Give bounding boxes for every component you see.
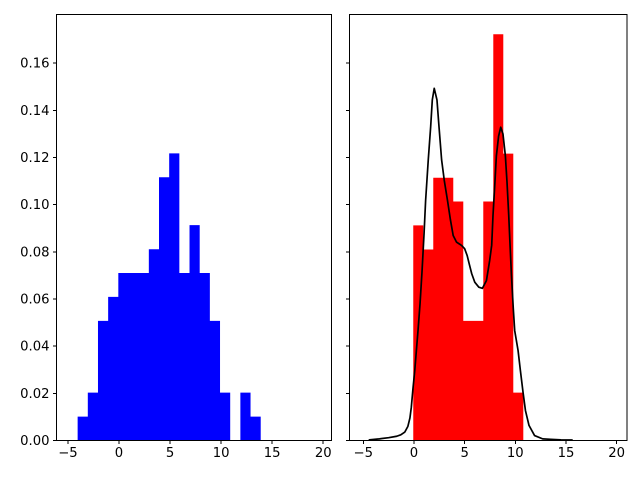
- y-tick-label: 0.16: [20, 57, 49, 72]
- blue-histogram-bars: [77, 153, 261, 441]
- y-tick-label: 0.00: [20, 434, 49, 449]
- x-tick-label: 0: [410, 446, 418, 461]
- x-tick-label: 0: [115, 446, 123, 461]
- y-tick-label: 0.02: [20, 387, 49, 402]
- axes-frame: [56, 14, 332, 441]
- right-axes: −5 0 5 10 15 20: [346, 14, 628, 461]
- left-axes: −5 0 5 10 15 20 0.00 0.02 0.04 0.06 0.08 0.10 0.12 0.…: [20, 14, 332, 461]
- x-tick-label: 15: [264, 446, 281, 461]
- x-tick-label: 10: [507, 446, 524, 461]
- y-tick-label: 0.10: [20, 198, 49, 213]
- x-tick-label: −5: [58, 446, 77, 461]
- y-tick-label: 0.06: [20, 293, 49, 308]
- kde-curve: [368, 87, 573, 441]
- x-tick-label: −5: [354, 446, 373, 461]
- x-tick-label: 5: [166, 446, 174, 461]
- x-tick-label: 20: [608, 446, 625, 461]
- x-tick-label: 15: [558, 446, 575, 461]
- y-tick-label: 0.14: [20, 104, 49, 119]
- axes-frame: [349, 14, 628, 441]
- x-tick-label: 20: [315, 446, 332, 461]
- y-tick-label: 0.12: [20, 151, 49, 166]
- x-tick-label: 5: [460, 446, 468, 461]
- y-tick-label: 0.08: [20, 245, 49, 260]
- red-histogram-bars: [413, 34, 524, 441]
- y-tick-label: 0.04: [20, 340, 49, 355]
- x-tick-label: 10: [213, 446, 230, 461]
